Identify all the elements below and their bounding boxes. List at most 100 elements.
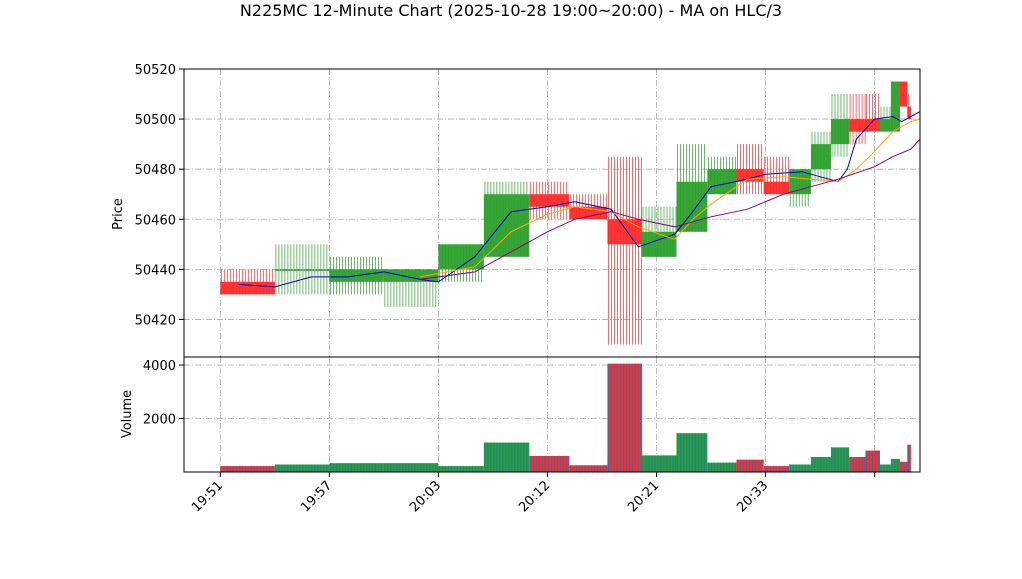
candle-wick: [220, 269, 273, 295]
candle-body: [607, 219, 642, 245]
candle-body: [890, 81, 901, 132]
price-y-axis: 50420 50440 50460 50480 50500 50520: [135, 63, 184, 328]
volume-bar-hatch: [707, 462, 736, 472]
volume-y-tick-label: 2000: [143, 413, 176, 428]
volume-bar-hatch: [831, 447, 848, 472]
price-y-tick-label: 50520: [135, 63, 176, 78]
volume-bar: [707, 462, 737, 472]
volume-bar: [329, 463, 384, 472]
candle-wick: [737, 144, 762, 195]
volume-bar-fill: [607, 363, 642, 472]
candle-body: [900, 81, 908, 107]
candle-wick: [384, 269, 437, 307]
candle: [763, 156, 790, 195]
price-y-tick-label: 50440: [135, 263, 176, 278]
price-y-axis-label: Price: [111, 198, 126, 230]
candle-body: [438, 244, 484, 270]
volume-bar: [890, 458, 901, 472]
volume-bar: [641, 455, 677, 472]
volume-bar: [900, 461, 908, 472]
volume-panel-frame: [183, 356, 921, 473]
volume-bar: [789, 464, 811, 472]
candle-body: [676, 181, 708, 232]
volume-bar: [607, 363, 642, 472]
candle: [707, 156, 737, 195]
volume-bar-hatch: [764, 466, 790, 472]
volume-bar: [676, 433, 708, 472]
price-y-tick-label: 50500: [135, 113, 176, 128]
volume-bar-fill: [890, 458, 901, 472]
volume-bar: [810, 457, 831, 472]
volume-bar: [880, 464, 891, 472]
candle-wick: [642, 206, 677, 257]
volume-bar-fill: [383, 463, 439, 472]
candle-body: [220, 281, 275, 295]
volume-bar-hatch: [900, 461, 908, 472]
volume-bar: [865, 450, 881, 472]
moving-average-lines: [238, 111, 921, 288]
volume-bar-fill: [830, 447, 850, 472]
volume-bar-fill: [880, 464, 891, 472]
volume-bar: [383, 463, 439, 472]
candle: [810, 131, 831, 182]
volume-bar: [529, 455, 570, 472]
x-tick-label: 19:51: [189, 478, 226, 515]
volume-y-tick-label: 4000: [143, 359, 176, 374]
volume-bar-fill: [849, 457, 866, 472]
volume-bar-hatch: [811, 457, 831, 472]
volume-bar: [736, 459, 764, 472]
price-bars: [220, 81, 911, 345]
x-tick-label: 20:21: [625, 478, 662, 515]
x-tick-label: 20:33: [734, 478, 771, 515]
candle: [890, 81, 901, 132]
volume-bar: [274, 464, 330, 472]
candle-body: [274, 269, 330, 271]
volume-bar-hatch: [220, 466, 273, 472]
volume-bars: [220, 363, 911, 472]
volume-bar-fill: [707, 462, 737, 472]
volume-bar-fill: [438, 466, 484, 472]
candle: [830, 94, 850, 157]
volume-bar-hatch: [866, 450, 879, 472]
price-y-tick-label: 50480: [135, 163, 176, 178]
volume-bar: [438, 466, 484, 472]
volume-bar-fill: [220, 466, 275, 472]
volume-bar-hatch: [737, 459, 762, 472]
volume-bar-fill: [907, 444, 911, 472]
volume-y-axis: 2000 4000: [143, 359, 184, 428]
candle-body: [849, 119, 866, 132]
x-tick-label: 19:57: [298, 478, 335, 515]
volume-bar-hatch: [384, 463, 437, 472]
volume-bar-hatch: [642, 455, 677, 472]
volume-bar-fill: [329, 463, 384, 472]
candle: [641, 206, 677, 257]
candle-body: [763, 181, 790, 195]
candle-body: [383, 269, 439, 282]
volume-y-axis-label: Volume: [120, 390, 135, 438]
x-tick-label: 20:03: [407, 478, 444, 515]
candle-body: [529, 194, 570, 207]
candle: [900, 81, 908, 107]
candle: [907, 94, 911, 120]
volume-bar-fill: [789, 464, 811, 472]
volume-bar-hatch: [849, 457, 866, 472]
volume-bar-hatch: [880, 464, 891, 472]
candle: [529, 181, 570, 220]
candle: [865, 94, 881, 132]
candle-body: [865, 119, 881, 132]
moving-average-line-3: [420, 138, 921, 280]
volume-bar: [849, 457, 866, 472]
volume-bar-fill: [641, 455, 677, 472]
volume-bar-hatch: [677, 433, 705, 472]
price-y-tick-label: 50420: [135, 313, 176, 328]
candle: [676, 144, 708, 232]
volume-bar-fill: [483, 442, 530, 472]
moving-average-line-2: [420, 118, 921, 278]
volume-bar: [569, 465, 608, 472]
moving-average-line-1: [238, 111, 921, 288]
candle-wick: [764, 156, 790, 195]
volume-grid: [184, 357, 920, 472]
volume-bar-hatch: [484, 442, 528, 472]
candle-body: [880, 119, 891, 132]
